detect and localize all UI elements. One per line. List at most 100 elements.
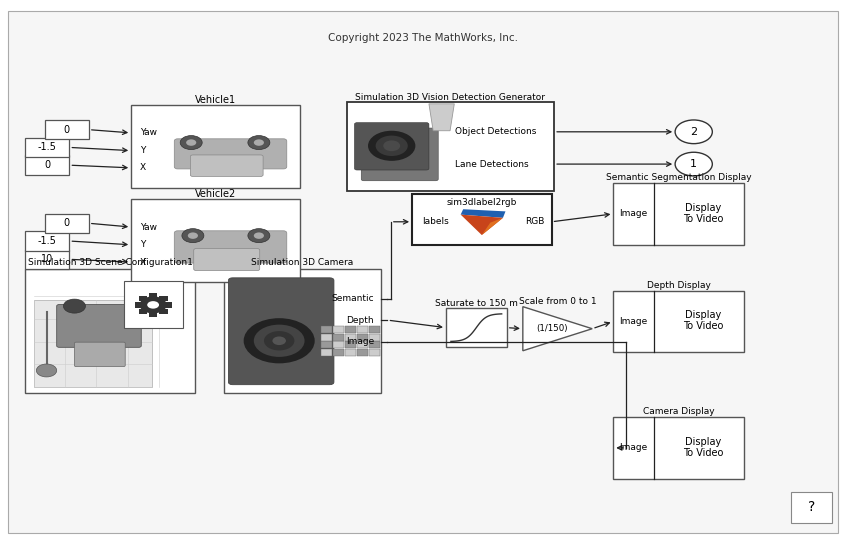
Polygon shape [460, 215, 503, 235]
Circle shape [376, 136, 408, 156]
Text: Saturate to 150 m: Saturate to 150 m [435, 299, 518, 308]
Bar [25, 138, 69, 157]
Text: 0: 0 [63, 125, 70, 134]
Text: Image: Image [619, 209, 648, 218]
Circle shape [675, 120, 712, 144]
Circle shape [63, 299, 85, 313]
FancyBboxPatch shape [174, 139, 287, 169]
Bar [613, 183, 744, 245]
Circle shape [272, 336, 286, 345]
Text: 2: 2 [690, 127, 697, 137]
FancyBboxPatch shape [174, 231, 287, 263]
Text: Semantic: Semantic [332, 294, 374, 303]
Circle shape [186, 139, 196, 146]
FancyBboxPatch shape [194, 249, 260, 271]
Bar [345, 334, 356, 341]
Text: Object Detections: Object Detections [454, 128, 536, 136]
Bar [149, 312, 157, 317]
Text: To Video: To Video [683, 321, 723, 331]
Circle shape [254, 324, 305, 357]
Text: -1.5: -1.5 [38, 236, 57, 246]
FancyBboxPatch shape [361, 128, 438, 181]
Text: Display: Display [685, 437, 721, 447]
Text: Depth: Depth [346, 316, 374, 324]
Text: labels: labels [422, 217, 449, 226]
Bar [224, 269, 381, 393]
Bar [139, 309, 147, 314]
Bar [357, 341, 368, 348]
Bar [163, 302, 172, 308]
Text: To Video: To Video [683, 214, 723, 224]
Text: X: X [140, 258, 146, 266]
Bar [412, 194, 552, 245]
Bar [613, 417, 744, 479]
Bar [25, 269, 195, 393]
Text: Display: Display [685, 203, 721, 213]
Circle shape [182, 229, 204, 243]
Circle shape [248, 136, 270, 150]
Bar [321, 349, 332, 356]
FancyBboxPatch shape [74, 342, 125, 366]
FancyBboxPatch shape [57, 305, 141, 348]
Text: Yaw: Yaw [140, 129, 157, 137]
Circle shape [254, 232, 264, 239]
Text: 10: 10 [41, 254, 53, 264]
Text: Depth Display: Depth Display [647, 281, 711, 290]
Polygon shape [34, 300, 152, 387]
Bar [333, 349, 344, 356]
Bar [369, 349, 380, 356]
Bar [345, 341, 356, 348]
Polygon shape [460, 209, 505, 218]
Bar [159, 309, 168, 314]
Text: 1: 1 [690, 159, 697, 169]
Bar [25, 155, 69, 175]
Text: 0: 0 [63, 218, 70, 228]
Polygon shape [429, 104, 454, 131]
FancyBboxPatch shape [228, 278, 334, 385]
Circle shape [140, 296, 167, 314]
Text: Display: Display [685, 310, 721, 320]
Bar [25, 250, 69, 269]
Circle shape [383, 140, 400, 151]
Bar [357, 326, 368, 333]
Bar [159, 296, 168, 301]
Text: -1.5: -1.5 [38, 143, 57, 152]
Circle shape [244, 318, 315, 363]
Text: Lane Detections: Lane Detections [454, 160, 528, 168]
Text: (1/150): (1/150) [536, 324, 568, 333]
Bar [446, 308, 507, 347]
Text: Y: Y [140, 240, 145, 249]
Text: Simulation 3D Vision Detection Generator: Simulation 3D Vision Detection Generator [355, 93, 546, 102]
Text: Vehicle1: Vehicle1 [195, 95, 236, 105]
Bar [333, 334, 344, 341]
Text: Y: Y [140, 146, 145, 155]
Bar [369, 334, 380, 341]
Text: Image: Image [619, 443, 648, 452]
Text: Simulation 3D Scene Configuration1: Simulation 3D Scene Configuration1 [28, 258, 192, 267]
Bar [135, 302, 143, 308]
Bar [131, 199, 300, 282]
Text: sim3dlabel2rgb: sim3dlabel2rgb [447, 199, 517, 207]
Text: ?: ? [808, 500, 815, 514]
Text: To Video: To Video [683, 448, 723, 458]
Text: Image: Image [346, 337, 374, 346]
Circle shape [368, 131, 415, 161]
Bar [139, 296, 147, 301]
Bar [45, 120, 89, 139]
Polygon shape [523, 307, 592, 351]
Text: Semantic Segmentation Display: Semantic Segmentation Display [606, 173, 752, 182]
Bar [321, 334, 332, 341]
Bar [347, 102, 554, 191]
Bar [333, 341, 344, 348]
Bar [791, 492, 832, 523]
Text: Scale from 0 to 1: Scale from 0 to 1 [519, 297, 596, 306]
Bar [131, 105, 300, 188]
Bar [124, 281, 183, 328]
Bar [321, 326, 332, 333]
Text: 0: 0 [44, 160, 51, 170]
Circle shape [254, 139, 264, 146]
FancyBboxPatch shape [354, 123, 429, 170]
Circle shape [124, 299, 146, 313]
Bar [369, 341, 380, 348]
Text: RGB: RGB [525, 217, 545, 226]
